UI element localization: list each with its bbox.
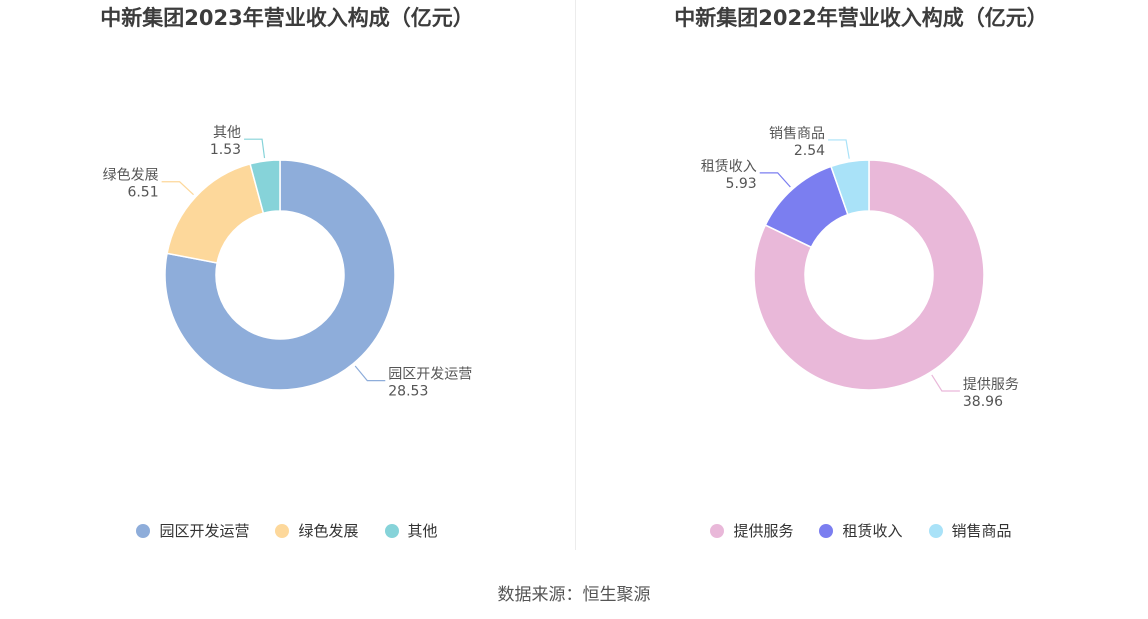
legend-marker	[384, 523, 399, 538]
legend-marker	[928, 523, 943, 538]
legend-label: 租赁收入	[842, 522, 903, 540]
slice-value-label: 5.93	[726, 176, 757, 192]
legend-item[interactable]: 销售商品	[928, 520, 1012, 541]
slice-label: 绿色发展	[103, 167, 159, 184]
legend-2022: 提供服务 租赁收入 销售商品	[574, 520, 1148, 541]
slice-label: 园区开发运营	[388, 367, 472, 383]
chart-title-2022: 中新集团2022年营业收入构成（亿元）	[674, 6, 1048, 30]
slice-value-label: 38.96	[963, 394, 1003, 410]
legend-item[interactable]: 绿色发展	[275, 520, 359, 541]
legend-item[interactable]: 其他	[384, 520, 438, 541]
slice-value-label: 2.54	[794, 143, 825, 159]
legend-label: 提供服务	[733, 522, 794, 540]
chart-title-2023: 中新集团2023年营业收入构成（亿元）	[100, 6, 474, 30]
legend-2023: 园区开发运营 绿色发展 其他	[0, 520, 574, 541]
legend-label: 园区开发运营	[159, 522, 250, 540]
chart-panel-2023: 中新集团2023年营业收入构成（亿元） 园区开发运营 28.53 绿色发展 6.51 其…	[0, 0, 574, 560]
donut-slice	[164, 159, 396, 391]
legend-marker	[819, 523, 834, 538]
label-leader-line	[931, 374, 960, 392]
legend-item[interactable]: 租赁收入	[819, 520, 903, 541]
legend-marker	[710, 523, 725, 538]
label-leader-line	[244, 138, 266, 159]
legend-item[interactable]: 园区开发运营	[136, 520, 249, 541]
donut-slice	[249, 159, 281, 215]
legend-label: 其他	[407, 522, 438, 540]
slice-value-label: 6.51	[127, 185, 158, 201]
slice-value-label: 1.53	[210, 142, 241, 158]
legend-marker	[275, 523, 290, 538]
slice-label: 其他	[213, 125, 241, 141]
label-leader-line	[759, 172, 791, 188]
legend-label: 销售商品	[951, 522, 1012, 540]
donut-slice	[830, 159, 870, 216]
legend-marker	[136, 523, 151, 538]
slice-label: 提供服务	[963, 377, 1019, 393]
legend-label: 绿色发展	[298, 522, 359, 540]
panel-divider	[575, 0, 576, 550]
slice-value-label: 28.53	[388, 384, 428, 400]
data-source: 数据来源：恒生聚源	[497, 585, 651, 605]
donut-slice	[753, 159, 985, 391]
legend-item[interactable]: 提供服务	[710, 520, 793, 541]
chart-panel-2022: 中新集团2022年营业收入构成（亿元） 提供服务 38.96 租赁收入 5.93 销售商…	[574, 0, 1148, 560]
label-leader-line	[354, 365, 386, 382]
label-leader-line	[161, 181, 194, 196]
slice-label: 租赁收入	[701, 159, 757, 175]
donut-slice	[166, 163, 265, 264]
slice-label: 销售商品	[769, 126, 825, 142]
label-leader-line	[828, 139, 850, 159]
